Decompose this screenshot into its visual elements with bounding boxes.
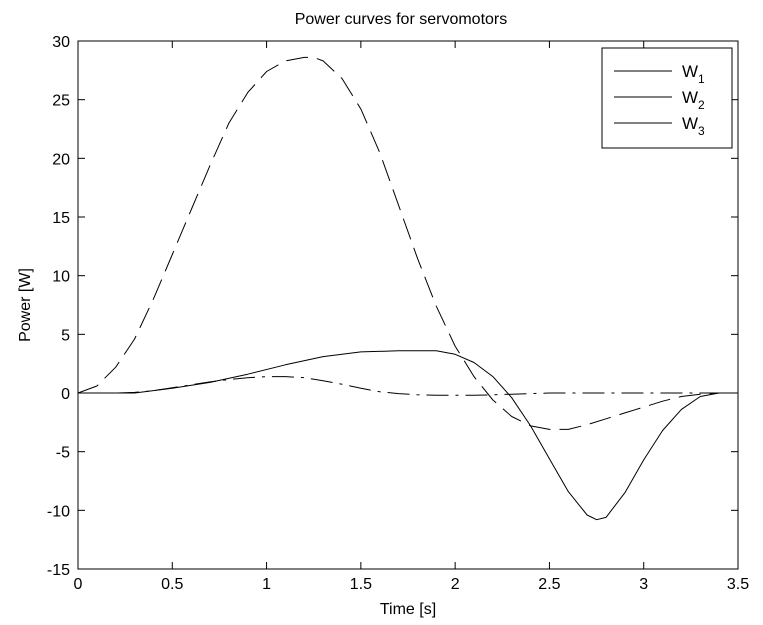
x-tick-label: 0.5 xyxy=(161,576,183,593)
legend-entry-w2: W2 xyxy=(682,88,705,112)
series-lines xyxy=(77,56,738,521)
y-tick-label: -10 xyxy=(47,503,70,520)
x-tick-label: 2.5 xyxy=(538,576,560,593)
series-line-w1 xyxy=(77,56,738,430)
y-tick-label: 30 xyxy=(52,34,70,51)
y-tick-label: 25 xyxy=(52,93,70,110)
x-tick-label: 2 xyxy=(451,576,460,593)
legend-box xyxy=(601,47,733,149)
y-tick-label: -15 xyxy=(47,562,70,579)
series-line-w2 xyxy=(78,350,738,521)
x-axis-label: Time [s] xyxy=(380,601,436,618)
y-axis: -15 -10 -5 0 5 10 15 20 25 30 xyxy=(47,34,738,579)
x-tick-label: 1.5 xyxy=(350,576,372,593)
series-line-w3 xyxy=(78,376,738,396)
y-tick-label: 15 xyxy=(52,210,70,227)
x-tick-label: 0 xyxy=(74,576,83,593)
legend-entry-w3: W3 xyxy=(682,114,705,138)
y-axis-label: Power [W] xyxy=(17,268,34,342)
y-tick-label: 5 xyxy=(61,327,70,344)
x-axis: 0 0.5 1 1.5 2 2.5 3 3.5 xyxy=(74,41,749,593)
x-tick-label: 1 xyxy=(262,576,271,593)
y-tick-label: 10 xyxy=(52,269,70,286)
x-tick-label: 3 xyxy=(639,576,648,593)
y-tick-label: 0 xyxy=(61,386,70,403)
chart-title: Power curves for servomotors xyxy=(295,11,508,28)
y-tick-label: -5 xyxy=(56,445,70,462)
y-tick-label: 20 xyxy=(52,151,70,168)
x-tick-label: 3.5 xyxy=(727,576,749,593)
legend-entry-w1: W1 xyxy=(682,62,705,86)
